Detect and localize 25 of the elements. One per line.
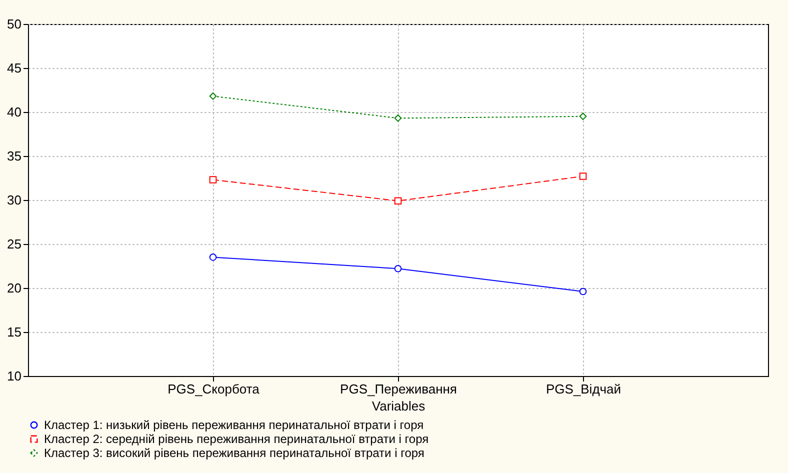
point	[209, 92, 217, 100]
point	[579, 172, 587, 180]
y-tick-label: 10	[7, 368, 22, 384]
point	[579, 288, 587, 296]
legend-label: Кластер 3: високий рівень переживання перинатальної втрати і горя	[44, 446, 424, 460]
x-axis-title: Variables	[372, 398, 426, 414]
x-tick-label: PGS_Скорбота	[168, 382, 260, 396]
y-tick-label: 20	[7, 280, 22, 296]
point	[209, 176, 217, 184]
y-tick-label: 30	[7, 192, 22, 208]
point	[209, 254, 217, 261]
y-tick-label: 15	[7, 324, 22, 340]
y-tick-label: 25	[7, 236, 22, 252]
y-tick-label: 45	[7, 60, 22, 76]
y-tick-label: 50	[7, 16, 22, 32]
point	[579, 112, 587, 120]
point	[394, 114, 402, 122]
point	[394, 264, 402, 272]
legend-label: Кластер 1: низький рівень переживання перинатальної втрати і горя	[44, 418, 424, 432]
x-tick-label: PGS_Переживання	[340, 382, 457, 396]
y-tick-label: 40	[7, 104, 22, 120]
x-tick-label: PGS_Відчай	[546, 382, 622, 396]
legend-label: Кластер 2: середній рівень переживання перинатальної втрати і горя	[44, 432, 429, 446]
point	[394, 197, 402, 205]
y-tick-label: 35	[7, 148, 22, 164]
